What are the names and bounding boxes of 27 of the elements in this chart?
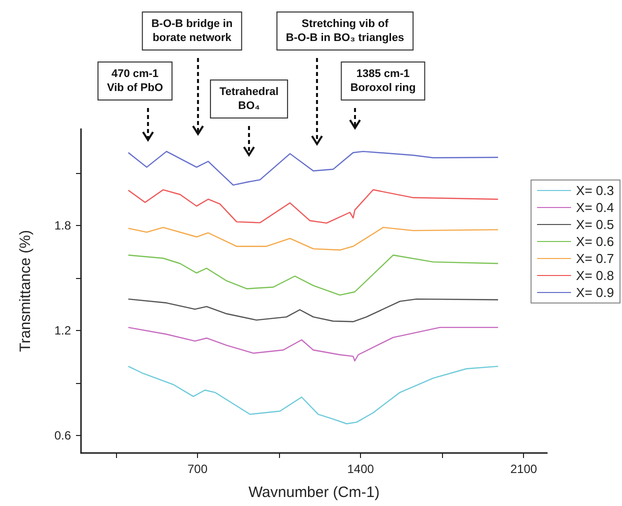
line-series xyxy=(128,326,499,362)
legend-label: X= 0.7 xyxy=(576,251,614,266)
x-tick-label: 1400 xyxy=(347,462,374,476)
x-tick-label: 700 xyxy=(187,462,208,476)
text: 1385 cm-1 Boroxol ring xyxy=(350,68,416,94)
line-series xyxy=(128,189,499,224)
y-tick-label: 1.8 xyxy=(54,218,72,232)
x-axis-title: Wavnumber (Cm-1) xyxy=(248,484,380,501)
legend-label: X= 0.4 xyxy=(576,200,614,215)
text: Stretching vib of B-O-B in BO₃ triangles xyxy=(286,18,404,44)
line-series xyxy=(128,366,499,424)
text: 470 cm-1 Vib of PbO xyxy=(106,68,164,94)
legend-label: X= 0.5 xyxy=(576,217,614,232)
y-axis-title: Transmittance (%) xyxy=(17,230,34,352)
legend-label: X= 0.3 xyxy=(576,183,614,198)
legend-label: X= 0.8 xyxy=(576,268,614,283)
line-series xyxy=(128,298,499,322)
line-series xyxy=(128,226,499,251)
text: B-O-B bridge in borate network xyxy=(151,18,233,44)
y-tick-label: 0.6 xyxy=(54,428,72,442)
legend-label: X= 0.6 xyxy=(576,234,614,249)
x-tick-label: 2100 xyxy=(510,462,538,476)
text: Tetrahedral BO₄ xyxy=(219,86,279,112)
y-tick-label: 1.2 xyxy=(54,323,72,338)
line-series xyxy=(128,254,499,296)
legend-label: X= 0.9 xyxy=(576,285,614,300)
line-series xyxy=(128,150,499,186)
